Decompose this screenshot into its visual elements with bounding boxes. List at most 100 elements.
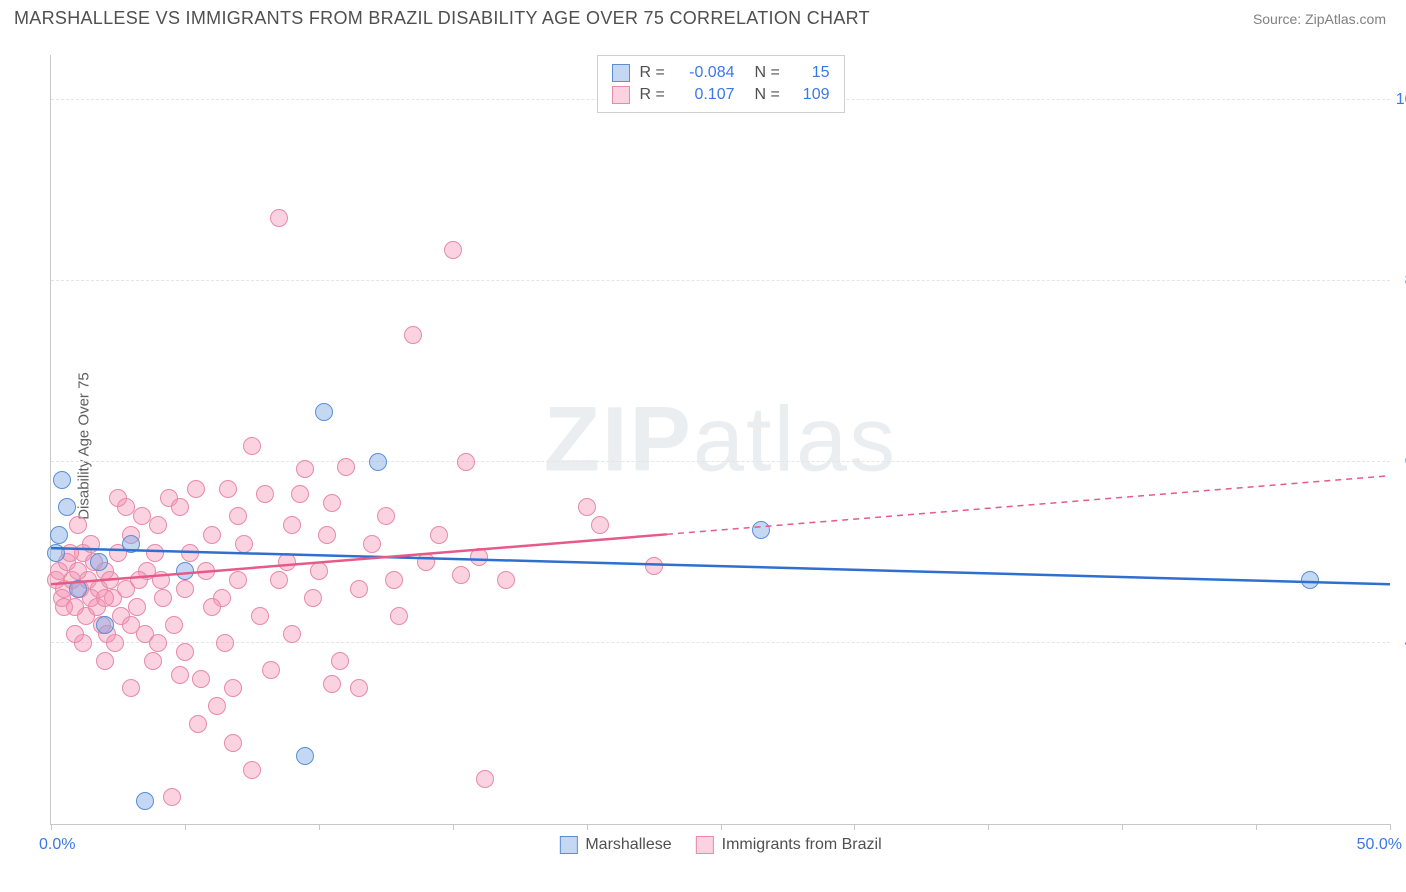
data-point — [122, 679, 140, 697]
data-point — [203, 526, 221, 544]
x-axis-tick — [1256, 824, 1257, 830]
data-point — [497, 571, 515, 589]
stat-n-value: 15 — [795, 64, 830, 82]
data-point — [146, 544, 164, 562]
chart-legend: MarshalleseImmigrants from Brazil — [559, 836, 881, 854]
gridline — [51, 642, 1390, 643]
legend-swatch — [559, 836, 577, 854]
data-point — [385, 571, 403, 589]
data-point — [318, 526, 336, 544]
trend-line — [51, 548, 1390, 584]
data-point — [270, 209, 288, 227]
data-point — [58, 498, 76, 516]
data-point — [578, 498, 596, 516]
data-point — [270, 571, 288, 589]
data-point — [350, 679, 368, 697]
data-point — [243, 761, 261, 779]
data-point — [187, 480, 205, 498]
data-point — [304, 589, 322, 607]
data-point — [144, 652, 162, 670]
data-point — [149, 516, 167, 534]
x-axis-tick — [587, 824, 588, 830]
legend-label: Immigrants from Brazil — [722, 836, 882, 854]
data-point — [283, 625, 301, 643]
x-axis-tick — [854, 824, 855, 830]
x-axis-min-label: 0.0% — [39, 836, 75, 854]
stats-row: R = 0.107 N = 109 — [612, 84, 830, 106]
data-point — [171, 666, 189, 684]
data-point — [154, 589, 172, 607]
data-point — [122, 535, 140, 553]
data-point — [404, 326, 422, 344]
data-point — [96, 616, 114, 634]
data-point — [243, 437, 261, 455]
data-point — [69, 580, 87, 598]
data-point — [176, 562, 194, 580]
data-point — [69, 516, 87, 534]
data-point — [430, 526, 448, 544]
data-point — [152, 571, 170, 589]
data-point — [444, 241, 462, 259]
legend-swatch — [612, 86, 630, 104]
x-axis-max-label: 50.0% — [1357, 836, 1402, 854]
data-point — [470, 548, 488, 566]
chart-title: MARSHALLESE VS IMMIGRANTS FROM BRAZIL DI… — [14, 8, 870, 29]
data-point — [278, 553, 296, 571]
data-point — [192, 670, 210, 688]
data-point — [128, 598, 146, 616]
data-point — [296, 747, 314, 765]
data-point — [296, 460, 314, 478]
data-point — [55, 598, 73, 616]
x-axis-tick — [453, 824, 454, 830]
data-point — [369, 453, 387, 471]
data-point — [224, 679, 242, 697]
data-point — [136, 792, 154, 810]
data-point — [457, 453, 475, 471]
stat-n-value: 109 — [795, 86, 830, 104]
source-attribution: Source: ZipAtlas.com — [1253, 11, 1386, 27]
data-point — [122, 616, 140, 634]
data-point — [256, 485, 274, 503]
data-point — [310, 562, 328, 580]
data-point — [189, 715, 207, 733]
data-point — [176, 643, 194, 661]
gridline — [51, 461, 1390, 462]
stat-r-label: R = — [640, 86, 670, 104]
data-point — [645, 557, 663, 575]
data-point — [66, 625, 84, 643]
data-point — [363, 535, 381, 553]
x-axis-tick — [319, 824, 320, 830]
trend-line-extrapolated — [667, 476, 1390, 535]
data-point — [350, 580, 368, 598]
data-point — [229, 507, 247, 525]
data-point — [323, 494, 341, 512]
watermark: ZIPatlas — [544, 387, 897, 492]
data-point — [130, 571, 148, 589]
data-point — [291, 485, 309, 503]
data-point — [181, 544, 199, 562]
data-point — [235, 535, 253, 553]
data-point — [47, 544, 65, 562]
data-point — [171, 498, 189, 516]
x-axis-tick — [51, 824, 52, 830]
data-point — [390, 607, 408, 625]
stat-r-label: R = — [640, 64, 670, 82]
x-axis-tick — [1390, 824, 1391, 830]
x-axis-tick — [721, 824, 722, 830]
stat-r-value: 0.107 — [680, 86, 735, 104]
data-point — [165, 616, 183, 634]
data-point — [203, 598, 221, 616]
data-point — [1301, 571, 1319, 589]
data-point — [224, 734, 242, 752]
stat-r-value: -0.084 — [680, 64, 735, 82]
correlation-stats-box: R = -0.084 N = 15 R = 0.107 N = 109 — [597, 55, 845, 113]
data-point — [229, 571, 247, 589]
data-point — [109, 489, 127, 507]
stat-n-label: N = — [755, 86, 785, 104]
stats-row: R =-0.084N =15 — [612, 62, 830, 84]
data-point — [251, 607, 269, 625]
data-point — [82, 535, 100, 553]
data-point — [283, 516, 301, 534]
data-point — [476, 770, 494, 788]
x-axis-tick — [988, 824, 989, 830]
